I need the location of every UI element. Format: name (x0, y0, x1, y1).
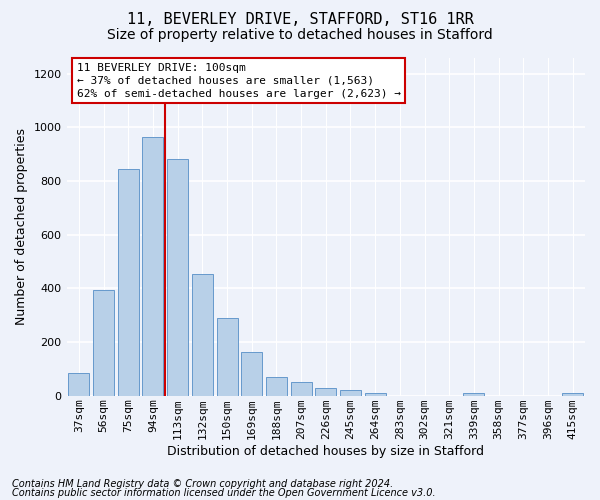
Bar (142, 136, 163, 396)
Bar (340, 390, 361, 396)
Bar (167, 160, 188, 396)
Bar (118, 169, 139, 396)
Text: Contains HM Land Registry data © Crown copyright and database right 2024.: Contains HM Land Registry data © Crown c… (12, 479, 393, 489)
Bar (241, 352, 262, 396)
Bar (68, 373, 89, 396)
Y-axis label: Number of detached properties: Number of detached properties (15, 128, 28, 325)
Bar (192, 274, 213, 396)
Bar (266, 378, 287, 396)
Text: Contains public sector information licensed under the Open Government Licence v3: Contains public sector information licen… (12, 488, 436, 498)
Text: 11 BEVERLEY DRIVE: 100sqm
← 37% of detached houses are smaller (1,563)
62% of se: 11 BEVERLEY DRIVE: 100sqm ← 37% of detac… (77, 62, 401, 99)
Bar (463, 393, 484, 396)
Bar (93, 290, 114, 396)
Bar (290, 382, 311, 396)
Bar (562, 393, 583, 396)
Bar (315, 388, 336, 396)
X-axis label: Distribution of detached houses by size in Stafford: Distribution of detached houses by size … (167, 444, 484, 458)
Text: Size of property relative to detached houses in Stafford: Size of property relative to detached ho… (107, 28, 493, 42)
Bar (217, 318, 238, 396)
Text: 11, BEVERLEY DRIVE, STAFFORD, ST16 1RR: 11, BEVERLEY DRIVE, STAFFORD, ST16 1RR (127, 12, 473, 28)
Bar (365, 393, 386, 396)
